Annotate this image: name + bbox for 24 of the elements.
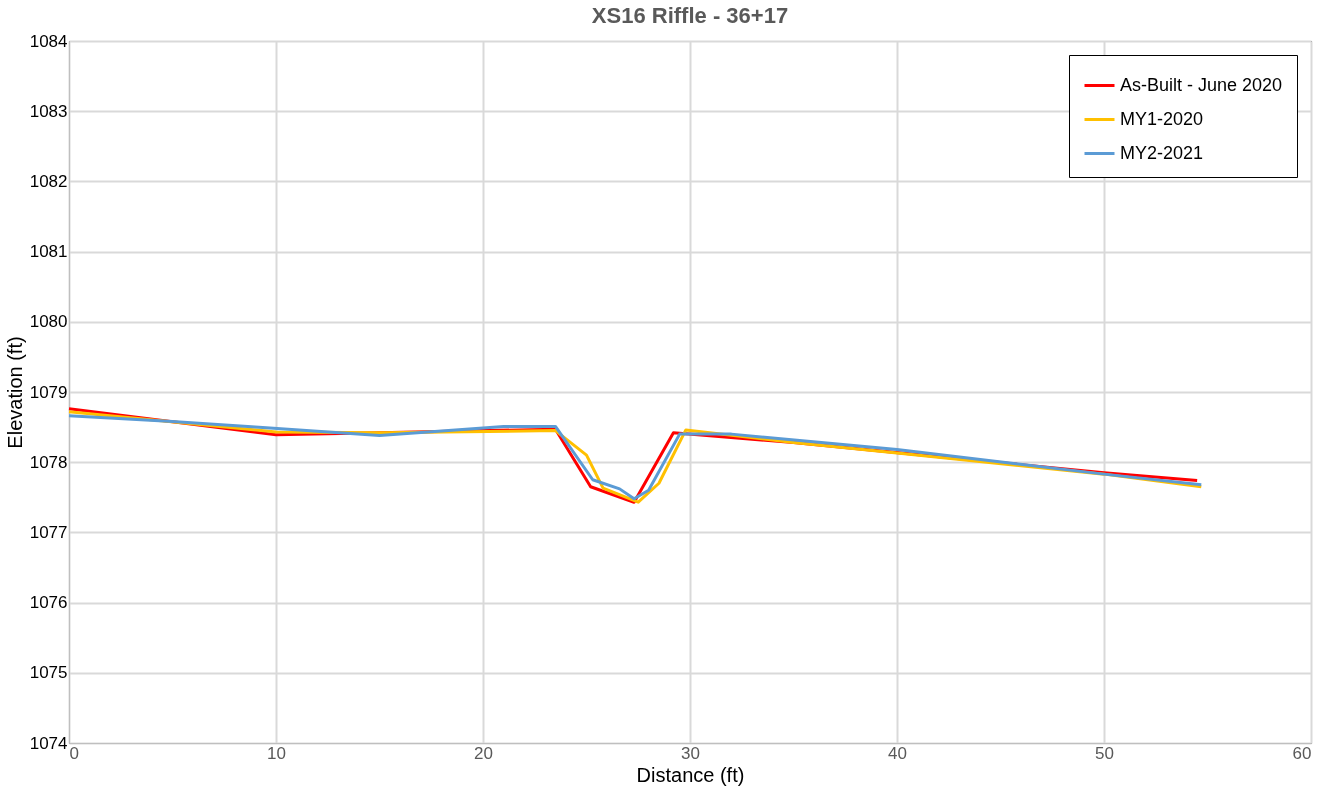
x-tick-label: 60 (1292, 743, 1312, 763)
x-tick-label: 50 (1095, 743, 1114, 763)
x-tick-label: 30 (681, 743, 700, 763)
y-axis-title: Elevation (ft) (3, 336, 26, 449)
y-tick-label: 1076 (29, 593, 68, 613)
y-tick-label: 1084 (29, 31, 68, 51)
y-tick-label: 1078 (29, 452, 68, 472)
y-tick-label: 1075 (29, 663, 68, 683)
y-tick-label: 1080 (29, 312, 68, 332)
x-tick-label: 0 (69, 743, 79, 763)
x-tick-label: 40 (888, 743, 907, 763)
y-tick-label: 1083 (29, 101, 68, 121)
legend-label: MY2-2021 (1120, 142, 1204, 163)
y-tick-label: 1077 (29, 522, 68, 542)
chart-title: XS16 Riffle - 36+17 (591, 3, 789, 28)
y-tick-label: 1079 (29, 382, 68, 402)
x-tick-label: 20 (474, 743, 493, 763)
x-axis-title: Distance (ft) (636, 763, 745, 786)
y-tick-label: 1074 (29, 733, 68, 753)
legend-label: MY1-2020 (1120, 108, 1204, 129)
y-tick-label: 1082 (29, 171, 68, 191)
x-tick-label: 10 (267, 743, 286, 763)
legend-label: As-Built - June 2020 (1120, 74, 1283, 95)
y-tick-label: 1081 (29, 242, 68, 262)
